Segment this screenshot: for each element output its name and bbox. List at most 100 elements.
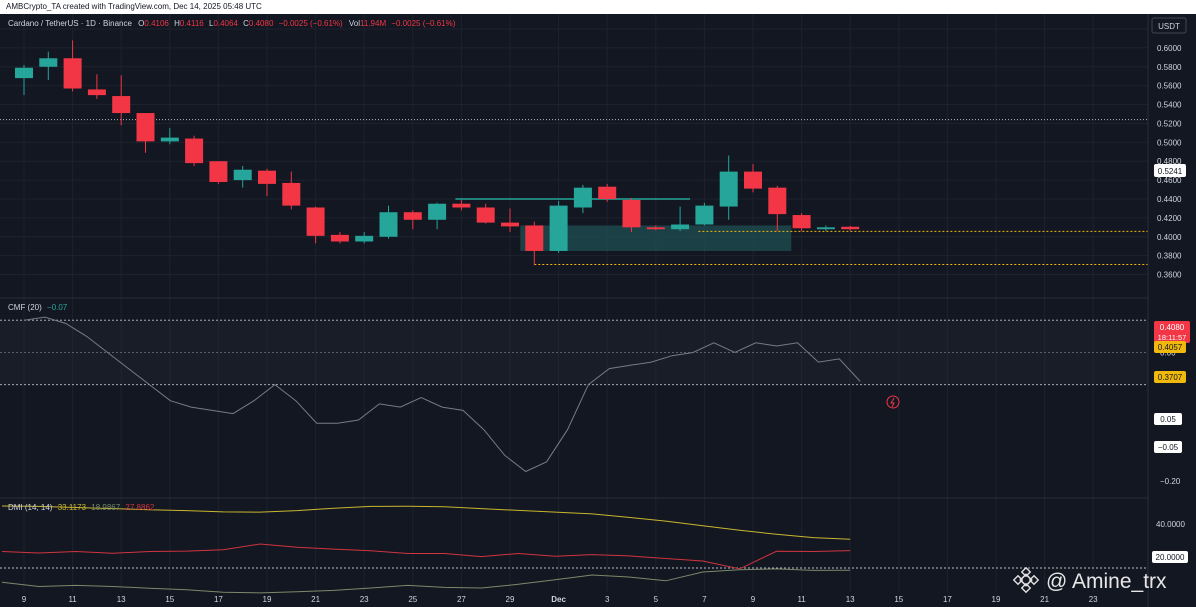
- candle-body: [15, 67, 33, 79]
- cmf-value: −0.07: [47, 303, 68, 312]
- currency-label[interactable]: USDT: [1158, 22, 1180, 31]
- time-tick-label: 25: [408, 595, 417, 604]
- high-value: 0.4116: [180, 19, 204, 28]
- dmi-adx-line: [1, 505, 851, 540]
- price-tick-label: 0.5400: [1157, 101, 1182, 110]
- time-tick-label: 21: [1040, 595, 1049, 604]
- candle-body: [258, 170, 276, 184]
- candle-body: [112, 96, 131, 114]
- price-tick-label: 0.5000: [1157, 138, 1182, 147]
- candle-body: [63, 58, 82, 89]
- support-level-label: 0.3707: [1158, 373, 1183, 382]
- time-tick-label: 11: [68, 595, 77, 604]
- candle-body: [355, 235, 374, 242]
- dmi-level-label: 20.0000: [1156, 553, 1185, 562]
- cmf-lower-label: −0.05: [1158, 443, 1179, 452]
- candle-body: [841, 226, 860, 230]
- price-tick-label: 0.5600: [1157, 82, 1182, 91]
- volume-label: Vol: [349, 19, 360, 28]
- candle-body: [646, 227, 665, 230]
- time-tick-label: 17: [214, 595, 223, 604]
- price-tick-label: 0.5800: [1157, 63, 1182, 72]
- time-tick-label: 15: [165, 595, 174, 604]
- time-tick-label: 15: [894, 595, 903, 604]
- candle-body: [136, 113, 155, 142]
- dmi-pane: 40.0000: [0, 505, 1185, 594]
- time-scale[interactable]: 9 11 13 15 17 19 21 23 25 27 29 Dec 3 5 7 9 11 13 15 17 19 21…: [22, 595, 1098, 604]
- volume-change: −0.0025 (−0.61%): [391, 19, 455, 28]
- candle-body: [549, 205, 568, 251]
- cmf-name: CMF (20): [8, 303, 42, 312]
- candle-body: [792, 215, 811, 229]
- watermark-text: @ Amine_trx: [1046, 570, 1167, 593]
- volume-value: 11.94M: [360, 19, 386, 28]
- chart-credit-bar: AMBCrypto_TA created with TradingView.co…: [0, 0, 1196, 14]
- legend-row: Cardano / TetherUS · 1D · Binance O0.410…: [8, 19, 456, 28]
- mid-level-badge: [1154, 341, 1186, 353]
- cmf-band-fill: [0, 320, 1148, 385]
- price-tick-label: 0.6000: [1157, 44, 1182, 53]
- lightning-icon: [890, 397, 895, 408]
- candle-body: [501, 222, 519, 227]
- low-label: L: [209, 19, 214, 28]
- candle-body: [622, 199, 641, 228]
- candle-body: [816, 227, 835, 230]
- alert-icon[interactable]: [886, 395, 900, 409]
- time-tick-label: 19: [992, 595, 1001, 604]
- candle-body: [209, 161, 228, 182]
- high-label: H: [174, 19, 180, 28]
- time-tick-label: 17: [943, 595, 952, 604]
- time-tick-label: 5: [654, 595, 659, 604]
- grid-lines: [0, 14, 1148, 592]
- dmi-adx-value: 33.1173: [58, 503, 87, 512]
- candle-body: [452, 203, 471, 208]
- time-tick-label: 13: [846, 595, 855, 604]
- price-chart[interactable]: 0.00−0.10−0.20 40.0000 0.3600 0.3800 0.400…: [0, 14, 1196, 607]
- chart-credit: AMBCrypto_TA created with TradingView.co…: [6, 2, 262, 11]
- price-tick-label: 0.3600: [1157, 271, 1182, 280]
- countdown-label: 18:11:57: [1158, 333, 1187, 342]
- open-label: O: [138, 19, 144, 28]
- candle-body: [768, 187, 787, 215]
- time-tick-label: 3: [605, 595, 610, 604]
- time-tick-label: 7: [702, 595, 707, 604]
- dmi-minus-value: 27.8862: [125, 503, 154, 512]
- price-tick-label: 0.4600: [1157, 176, 1182, 185]
- currency-box[interactable]: [1151, 17, 1187, 34]
- price-tick-label: 0.3800: [1157, 252, 1182, 261]
- candle-body: [39, 58, 58, 67]
- cmf-lower-badge: [1154, 441, 1182, 453]
- low-value: 0.4064: [213, 19, 238, 28]
- time-tick-label: 9: [22, 595, 27, 604]
- candle-body: [573, 187, 592, 208]
- time-tick-label: 19: [263, 595, 272, 604]
- support-level-badge: [1154, 371, 1186, 383]
- time-tick-label: 11: [797, 595, 806, 604]
- time-tick-label: 13: [117, 595, 126, 604]
- price-tick-label: 0.4400: [1157, 195, 1182, 204]
- candle-body: [185, 138, 204, 164]
- price-tick-label: 0.4200: [1157, 214, 1182, 223]
- candle-body: [671, 224, 690, 230]
- price-tick-label: 0.4000: [1157, 233, 1182, 242]
- upper-level-label: 0.5241: [1158, 167, 1183, 176]
- time-tick-label: Dec: [551, 595, 566, 604]
- watermark-logo-icon: [1012, 566, 1040, 594]
- candle-body: [233, 169, 252, 181]
- time-tick-label: 27: [457, 595, 466, 604]
- time-tick-label: 29: [506, 595, 515, 604]
- candle-body: [525, 225, 544, 251]
- candle-body: [719, 171, 738, 207]
- dmi-plus-line: [1, 568, 851, 594]
- candle-body: [476, 207, 495, 223]
- candle-body: [428, 203, 447, 220]
- price-tick-label: 0.5200: [1157, 119, 1182, 128]
- candle-body: [160, 137, 179, 142]
- cmf-pane: 0.00−0.10−0.20: [0, 316, 1181, 486]
- close-value: 0.4080: [249, 19, 274, 28]
- candle-body: [306, 207, 325, 236]
- close-label: C: [243, 19, 249, 28]
- cmf-tick-label: −0.20: [1160, 477, 1181, 486]
- candle-body: [403, 212, 422, 220]
- dmi-plus-value: 18.9867: [91, 503, 120, 512]
